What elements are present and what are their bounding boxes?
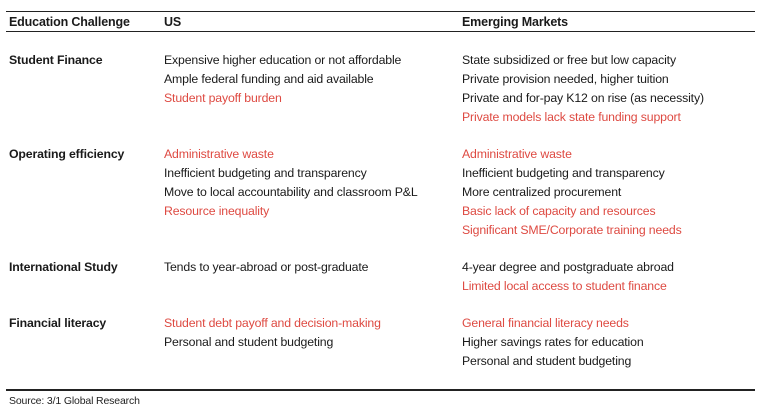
list-item: State subsidized or free but low capacit… bbox=[462, 53, 676, 67]
row-label: International Study bbox=[9, 260, 118, 274]
highlighted-item: Resource inequality bbox=[164, 204, 270, 218]
list-item: Ample federal funding and aid available bbox=[164, 72, 374, 86]
emerging-markets-cell: Administrative waste Inefficient budgetin… bbox=[462, 145, 682, 240]
emerging-markets-cell: General financial literacy needs Higher s… bbox=[462, 314, 644, 371]
list-item: Tends to year-abroad or post-graduate bbox=[164, 260, 369, 274]
us-cell: Tends to year-abroad or post-graduate bbox=[164, 258, 368, 277]
highlighted-item: Student debt payoff and decision-making bbox=[164, 316, 381, 330]
row-label: Student Finance bbox=[9, 53, 103, 67]
source-note: Source: 3/1 Global Research bbox=[9, 395, 140, 407]
bottom-rule bbox=[6, 389, 755, 391]
highlighted-item: Student payoff burden bbox=[164, 91, 282, 105]
highlighted-item: General financial literacy needs bbox=[462, 316, 629, 330]
list-item: Private provision needed, higher tuition bbox=[462, 72, 669, 86]
list-item: Private and for-pay K12 on rise (as nece… bbox=[462, 91, 704, 105]
header-us: US bbox=[164, 15, 182, 29]
highlighted-item: Limited local access to student finance bbox=[462, 279, 667, 293]
list-item: Personal and student budgeting bbox=[462, 354, 632, 368]
list-item: Expensive higher education or not afford… bbox=[164, 53, 402, 67]
emerging-markets-cell: 4-year degree and postgraduate abroad Lim… bbox=[462, 258, 674, 296]
highlighted-item: Private models lack state funding suppor… bbox=[462, 110, 681, 124]
highlighted-item: Administrative waste bbox=[462, 147, 572, 161]
emerging-markets-cell: State subsidized or free but low capacit… bbox=[462, 51, 704, 127]
list-item: Inefficient budgeting and transparency bbox=[462, 166, 665, 180]
list-item: 4-year degree and postgraduate abroad bbox=[462, 260, 674, 274]
us-cell: Administrative waste Inefficient budgetin… bbox=[164, 145, 418, 221]
header-rule bbox=[6, 31, 755, 32]
highlighted-item: Basic lack of capacity and resources bbox=[462, 204, 656, 218]
list-item: Move to local accountability and classro… bbox=[164, 185, 418, 199]
highlighted-item: Administrative waste bbox=[164, 147, 274, 161]
row-label: Financial literacy bbox=[9, 316, 107, 330]
list-item: Inefficient budgeting and transparency bbox=[164, 166, 367, 180]
header-education-challenge: Education Challenge bbox=[9, 15, 130, 29]
us-cell: Student debt payoff and decision-making P… bbox=[164, 314, 381, 352]
top-rule bbox=[6, 11, 755, 12]
list-item: Personal and student budgeting bbox=[164, 335, 334, 349]
highlighted-item: Significant SME/Corporate training needs bbox=[462, 223, 682, 237]
list-item: Higher savings rates for education bbox=[462, 335, 644, 349]
header-emerging-markets: Emerging Markets bbox=[462, 15, 568, 29]
us-cell: Expensive higher education or not afford… bbox=[164, 51, 401, 108]
list-item: More centralized procurement bbox=[462, 185, 622, 199]
row-label: Operating efficiency bbox=[9, 147, 125, 161]
